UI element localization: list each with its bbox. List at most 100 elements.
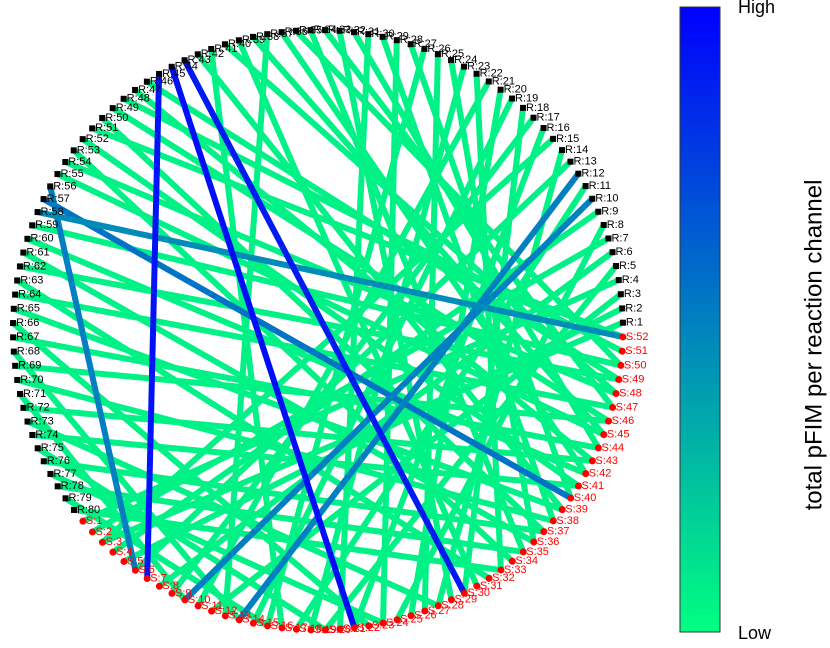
species-label: S:52 — [626, 331, 649, 343]
species-node — [519, 548, 527, 556]
edge — [236, 171, 581, 622]
reaction-node — [34, 445, 41, 452]
species-node — [249, 619, 257, 627]
species-node — [617, 361, 625, 369]
species-node — [530, 538, 538, 546]
edge — [23, 404, 593, 464]
species-label: S:37 — [547, 526, 570, 538]
reaction-node — [70, 506, 77, 513]
reaction-node — [550, 135, 557, 142]
reaction-label: R:43 — [188, 54, 211, 66]
reaction-label: R:46 — [150, 76, 173, 88]
reaction-label: R:77 — [53, 468, 76, 480]
species-node — [120, 557, 128, 565]
reaction-label: R:51 — [95, 122, 118, 134]
species-label: S:48 — [619, 387, 642, 399]
reaction-node — [336, 27, 343, 34]
reaction-node — [20, 249, 27, 256]
species-node — [549, 517, 557, 525]
species-label: S:44 — [601, 442, 624, 454]
species-node — [473, 582, 481, 590]
reaction-label: R:15 — [556, 133, 579, 145]
species-label: S:30 — [467, 587, 490, 599]
reaction-node — [79, 136, 86, 143]
edge — [236, 39, 480, 588]
reaction-node — [619, 319, 626, 326]
reaction-label: R:18 — [526, 102, 549, 114]
reaction-label: R:79 — [69, 492, 92, 504]
species-label: S:29 — [454, 594, 477, 606]
species-label: S:5 — [127, 555, 144, 567]
reaction-label: R:21 — [492, 75, 515, 87]
reaction-label: R:37 — [270, 28, 293, 40]
reaction-label: R:27 — [414, 38, 437, 50]
reaction-label: R:25 — [441, 48, 464, 60]
reaction-label: R:42 — [201, 48, 224, 60]
reaction-node — [10, 334, 17, 341]
reaction-node — [12, 362, 19, 369]
species-node — [588, 457, 596, 465]
species-node — [292, 625, 300, 633]
reaction-node — [264, 31, 271, 38]
reaction-label: R:61 — [26, 246, 49, 258]
edge — [91, 125, 625, 340]
reaction-node — [617, 291, 624, 298]
species-node — [618, 347, 626, 355]
reaction-node — [615, 277, 622, 284]
reaction-node — [62, 495, 69, 502]
reaction-label: R:52 — [86, 133, 109, 145]
reaction-node — [434, 51, 441, 58]
species-node — [612, 390, 620, 398]
reaction-node — [609, 249, 616, 256]
reaction-node — [589, 195, 596, 202]
reaction-label: R:80 — [77, 504, 100, 516]
reaction-node — [120, 95, 127, 102]
species-label: S:42 — [589, 468, 612, 480]
reaction-label: R:19 — [515, 92, 538, 104]
species-node — [194, 602, 202, 610]
edge — [73, 506, 502, 574]
species-node — [379, 619, 387, 627]
species-label: S:6 — [138, 564, 155, 576]
reaction-label: R:4 — [622, 274, 639, 286]
species-node — [88, 528, 96, 536]
species-node — [109, 548, 117, 556]
species-label: S:51 — [625, 345, 648, 357]
reaction-node — [619, 305, 626, 312]
reaction-node — [40, 458, 47, 465]
reaction-node — [461, 63, 468, 70]
species-node — [594, 444, 602, 452]
species-node — [407, 612, 415, 620]
nodes: R:1R:2R:3R:4R:5R:6R:7R:8R:9R:10R:11R:12R… — [10, 24, 649, 636]
edge — [36, 209, 624, 340]
reaction-node — [29, 222, 36, 229]
species-node — [615, 376, 623, 384]
edge — [42, 196, 573, 501]
species-node — [540, 528, 548, 536]
species-node — [365, 622, 373, 630]
species-node — [605, 417, 613, 425]
species-label: S:10 — [188, 594, 211, 606]
reaction-node — [47, 470, 54, 477]
reaction-node — [132, 86, 139, 93]
reaction-label: R:9 — [601, 206, 618, 218]
species-node — [447, 596, 455, 604]
species-node — [155, 582, 163, 590]
reaction-node — [407, 41, 414, 48]
reaction-node — [10, 305, 17, 312]
species-label: S:1 — [86, 515, 103, 527]
species-node — [575, 482, 583, 490]
species-label: S:13 — [228, 610, 251, 622]
reaction-node — [393, 37, 400, 44]
reaction-node — [29, 432, 36, 439]
reaction-node — [34, 209, 41, 216]
species-node — [79, 517, 87, 525]
reaction-node — [40, 196, 47, 203]
edge — [32, 432, 579, 489]
reaction-label: R:20 — [504, 84, 527, 96]
reaction-label: R:3 — [624, 288, 641, 300]
reaction-node — [520, 104, 527, 111]
reaction-node — [605, 235, 612, 242]
edge — [168, 65, 358, 629]
species-node — [321, 626, 329, 634]
